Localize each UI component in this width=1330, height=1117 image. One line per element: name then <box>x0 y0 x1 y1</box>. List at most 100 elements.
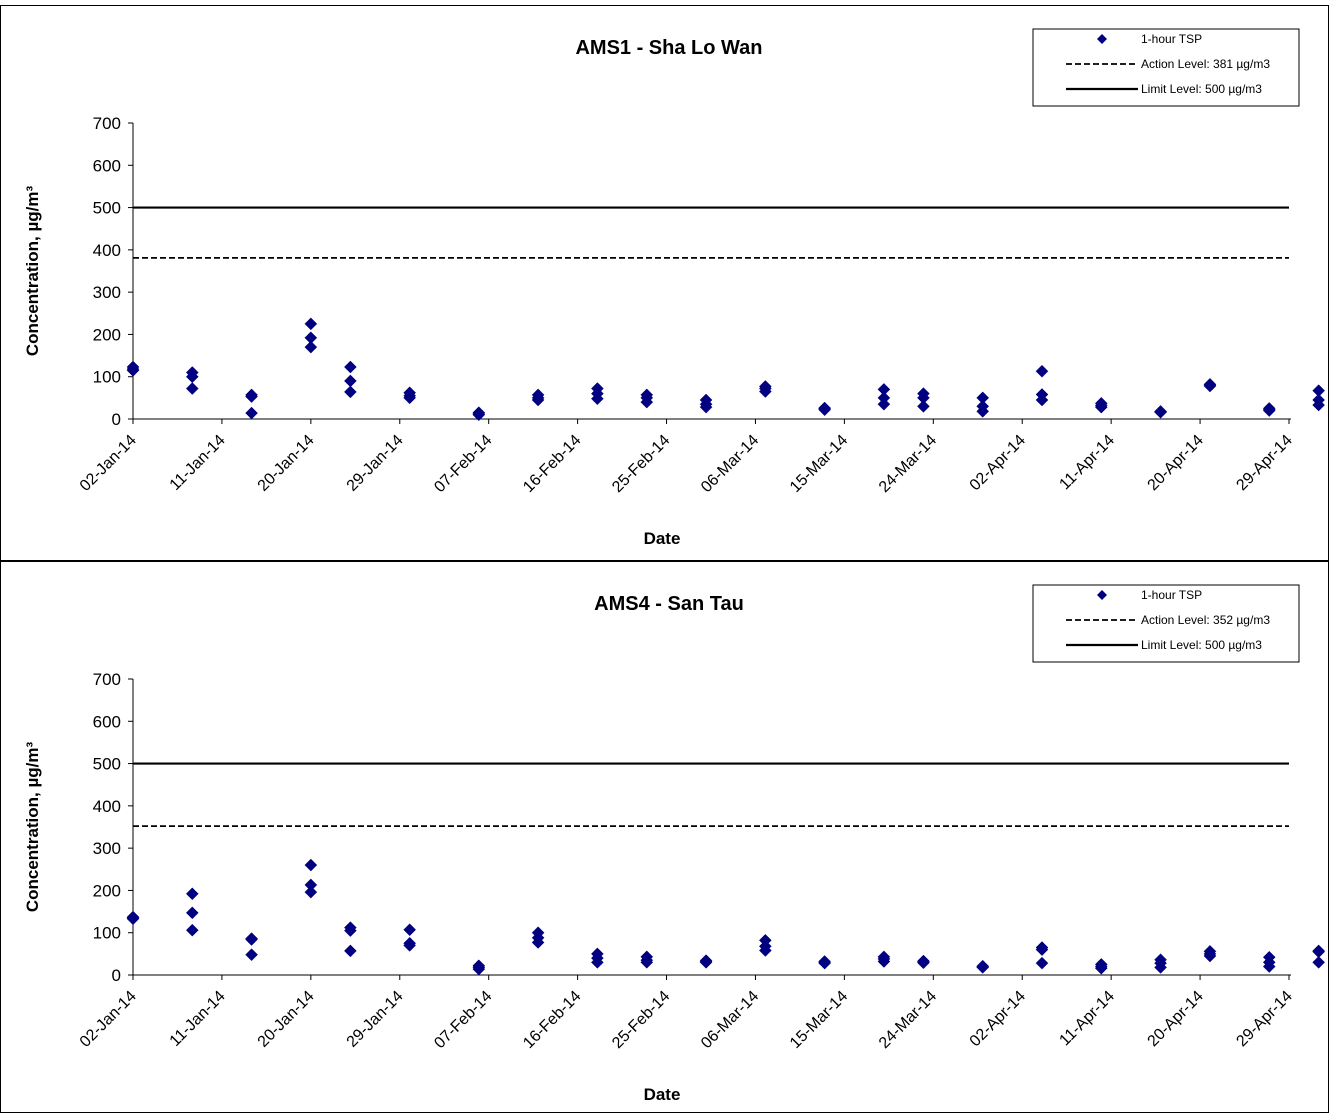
data-point <box>344 385 357 399</box>
data-point <box>1094 961 1108 975</box>
x-tick-label: 11-Apr-14 <box>1056 988 1118 1050</box>
data-point <box>1203 949 1217 963</box>
data-point <box>1312 955 1325 969</box>
data-point <box>758 944 772 957</box>
data-point <box>344 924 357 937</box>
legend-label: Limit Level: 500 µg/m3 <box>1141 638 1262 652</box>
legend: 1-hour TSP Action Level: 352 µg/m3 Limit L… <box>1032 584 1300 663</box>
chart-panel-ams4: AMS4 - San Tau 0 100 200 300 400 500 600 700 02-J… <box>0 561 1329 1113</box>
x-axis-title: Date <box>644 529 681 548</box>
data-point <box>976 405 990 418</box>
data-point <box>877 955 891 968</box>
data-point <box>531 936 545 949</box>
x-tick-label: 16-Feb-14 <box>520 432 584 496</box>
y-tick-label: 600 <box>93 156 121 175</box>
y-tick-label: 700 <box>93 670 121 689</box>
x-tick-label: 15-Mar-14 <box>787 432 851 496</box>
chart-panel-ams1: AMS1 - Sha Lo Wan 0 100 200 300 400 500 600 700 0… <box>0 5 1329 561</box>
y-tick-label: 100 <box>93 368 121 387</box>
x-tick-label: 25-Feb-14 <box>609 988 673 1052</box>
data-point <box>1262 404 1276 417</box>
legend-marker-diamond <box>1097 34 1107 44</box>
data-point <box>344 360 357 374</box>
data-point <box>304 858 318 872</box>
data-point <box>1203 378 1217 392</box>
data-point <box>245 406 258 420</box>
data-point <box>472 962 486 976</box>
legend-label: 1-hour TSP <box>1141 32 1202 46</box>
x-tick-label: 29-Apr-14 <box>1233 988 1295 1050</box>
y-tick-label: 300 <box>93 283 121 302</box>
data-point <box>699 400 713 414</box>
x-tick-label: 29-Apr-14 <box>1233 432 1295 494</box>
data-point <box>126 911 140 925</box>
data-point <box>818 403 831 417</box>
x-tick-label: 25-Feb-14 <box>609 432 673 496</box>
x-tick-label: 02-Apr-14 <box>967 432 1029 494</box>
y-axis-title: Concentration, µg/m³ <box>23 741 42 912</box>
data-point <box>344 374 357 388</box>
data-point <box>126 362 140 376</box>
chart-svg-ams4: AMS4 - San Tau 0 100 200 300 400 500 600 700 02-J… <box>23 584 1325 1104</box>
data-point <box>472 408 486 422</box>
data-point <box>818 956 831 970</box>
data-point <box>591 392 604 406</box>
legend-label: Limit Level: 500 µg/m3 <box>1141 82 1262 96</box>
x-tick-label: 29-Jan-14 <box>344 988 407 1051</box>
data-point <box>185 382 199 395</box>
data-point <box>1154 405 1167 419</box>
data-point <box>917 399 930 413</box>
data-point <box>531 393 545 407</box>
x-axis-title: Date <box>644 1085 681 1104</box>
data-point <box>1262 960 1276 973</box>
legend-box <box>1032 28 1300 107</box>
y-tick-label: 500 <box>93 755 121 774</box>
x-tick-label: 24-Mar-14 <box>876 432 940 496</box>
y-tick-label: 200 <box>93 881 121 900</box>
data-point <box>1035 956 1049 970</box>
y-tick-label: 700 <box>93 114 121 133</box>
y-tick-label: 200 <box>93 325 121 344</box>
y-tick-label: 400 <box>93 241 121 260</box>
y-tick-label: 300 <box>93 839 121 858</box>
data-point <box>403 923 417 937</box>
x-tick-label: 11-Apr-14 <box>1056 432 1118 494</box>
legend-label: Action Level: 381 µg/m3 <box>1141 57 1270 71</box>
x-tick-label: 20-Jan-14 <box>255 988 318 1051</box>
chart-svg-ams1: AMS1 - Sha Lo Wan 0 100 200 300 400 500 600 700 0… <box>23 28 1325 548</box>
data-point <box>976 961 990 974</box>
legend-box <box>1032 584 1300 663</box>
data-point <box>185 906 199 920</box>
data-point <box>640 395 654 409</box>
data-point <box>640 955 654 969</box>
legend-label: Action Level: 352 µg/m3 <box>1141 613 1270 627</box>
chart-title: AMS1 - Sha Lo Wan <box>575 37 762 59</box>
data-point <box>185 923 199 937</box>
legend-marker-diamond <box>1097 590 1107 600</box>
y-tick-label: 100 <box>93 924 121 943</box>
data-point <box>403 939 417 952</box>
data-point <box>185 887 199 901</box>
legend: 1-hour TSP Action Level: 381 µg/m3 Limit L… <box>1032 28 1300 107</box>
data-point <box>245 948 258 962</box>
data-point <box>699 955 713 969</box>
data-point <box>877 397 891 411</box>
y-tick-label: 600 <box>93 712 121 731</box>
x-tick-label: 06-Mar-14 <box>698 432 762 496</box>
data-point <box>304 317 318 331</box>
x-tick-label: 20-Jan-14 <box>255 432 318 495</box>
y-axis-title: Concentration, µg/m³ <box>23 185 42 356</box>
data-point <box>344 944 357 958</box>
y-tick-label: 0 <box>112 966 121 985</box>
data-point <box>1154 961 1167 974</box>
data-point <box>1312 945 1325 959</box>
data-point <box>245 390 258 403</box>
data-point <box>1035 364 1049 378</box>
data-point <box>245 933 258 946</box>
x-tick-label: 07-Feb-14 <box>431 988 495 1052</box>
x-tick-label: 20-Apr-14 <box>1145 988 1207 1050</box>
y-tick-label: 0 <box>112 410 121 429</box>
y-tick-label: 500 <box>93 199 121 218</box>
x-tick-label: 11-Jan-14 <box>167 988 229 1050</box>
